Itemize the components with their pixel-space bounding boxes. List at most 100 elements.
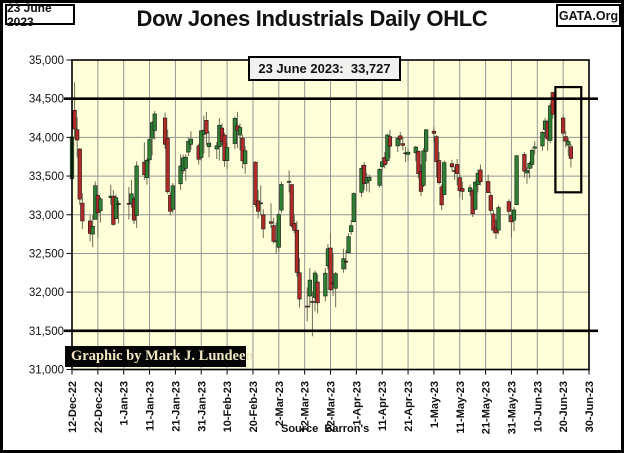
- x-axis-label: 1-Jan-23: [119, 381, 131, 426]
- candle-up: [98, 198, 103, 212]
- candle-down: [328, 247, 333, 291]
- candle-up: [333, 273, 338, 289]
- y-axis-label: 33,000: [29, 210, 64, 222]
- candle-up: [225, 147, 230, 161]
- candle-up: [116, 203, 121, 205]
- candle-down: [256, 200, 261, 212]
- y-axis-label: 31,000: [29, 365, 64, 377]
- candle-down: [400, 143, 405, 146]
- candle-down: [289, 184, 294, 227]
- candle-down: [77, 148, 82, 200]
- candle-up: [232, 118, 237, 144]
- candle-up: [511, 209, 517, 221]
- candle-up: [170, 185, 175, 210]
- candle-up: [395, 138, 400, 147]
- candle-down: [80, 202, 85, 222]
- candle-down: [219, 127, 225, 142]
- candle-down: [315, 281, 320, 304]
- candle-up: [524, 170, 530, 174]
- y-axis-label: 34,000: [29, 132, 64, 144]
- candle-up: [367, 176, 372, 182]
- candle-down: [488, 195, 493, 211]
- x-axis-label: 10-Jun-23: [532, 381, 544, 432]
- x-axis-label: 12-Dec-22: [67, 381, 79, 433]
- candle-up: [287, 181, 292, 183]
- candle-up: [178, 165, 183, 185]
- candle-down: [478, 169, 483, 183]
- candle-down: [449, 163, 455, 168]
- gata-org-box: GATA.Org: [556, 4, 621, 27]
- date-label: 23 June 2023: [7, 0, 52, 29]
- date-box: 23 June 2023: [5, 1, 75, 29]
- candle-down: [72, 109, 77, 130]
- candle-up: [237, 127, 243, 136]
- candle-down: [434, 136, 439, 163]
- candle-up: [385, 134, 390, 161]
- candle-down: [486, 181, 491, 193]
- callout-box: 23 June 2023: 33,727: [248, 56, 401, 81]
- candle-up: [442, 162, 447, 195]
- candle-down: [261, 214, 266, 230]
- candle-up: [279, 184, 284, 211]
- candle-down: [431, 130, 437, 134]
- candle-up: [346, 236, 351, 253]
- candle-down: [416, 151, 421, 174]
- candle-down: [439, 186, 444, 206]
- x-axis-label: 21-Jan-23: [170, 381, 182, 432]
- credit-label: Graphic by Mark J. Lundeen: [71, 348, 254, 364]
- candle-down: [294, 229, 299, 273]
- candle-up: [188, 138, 194, 145]
- candle-up: [527, 162, 532, 169]
- candle-up: [276, 214, 281, 248]
- candle-up: [113, 197, 119, 219]
- source-label: Source Barron's: [281, 423, 370, 435]
- candle-up: [473, 181, 478, 210]
- candle-up: [467, 187, 473, 192]
- y-axis-label: 34,500: [29, 94, 64, 106]
- candle-down: [387, 136, 393, 147]
- gata-org-label: GATA.Org: [558, 8, 619, 23]
- candle-down: [271, 225, 276, 242]
- x-axis-label: 11-May-23: [455, 381, 467, 434]
- candle-down: [310, 301, 315, 303]
- candle-up: [307, 279, 312, 297]
- candle-down: [491, 213, 496, 231]
- candle-down: [436, 160, 442, 184]
- y-axis-label: 32,000: [29, 287, 64, 299]
- candle-up: [349, 225, 354, 233]
- candle-down: [292, 222, 297, 231]
- candle-down: [75, 129, 80, 141]
- callout-label: 23 June 2023: 33,727: [258, 61, 391, 76]
- candle-up: [186, 141, 191, 153]
- candle-down: [126, 202, 131, 205]
- candle-down: [297, 272, 302, 300]
- candle-down: [506, 201, 511, 212]
- candle-down: [305, 305, 310, 308]
- credit-box: Graphic by Mark J. Lundeen: [65, 346, 253, 367]
- candle-up: [424, 129, 429, 152]
- candle-down: [362, 164, 367, 184]
- x-axis-label: 1-May-23: [429, 381, 441, 428]
- candle-up: [258, 202, 263, 205]
- y-axis-label: 31,500: [29, 326, 64, 338]
- candle-down: [455, 164, 460, 174]
- candle-up: [147, 139, 152, 161]
- candle-up: [90, 226, 95, 235]
- x-axis-label: 10-Feb-23: [222, 381, 234, 432]
- x-axis-label: 2-Mar-23: [274, 381, 286, 426]
- x-axis-label: 12-Mar-23: [300, 381, 312, 432]
- x-axis-label: 22-Mar-23: [326, 381, 338, 432]
- candle-up: [540, 131, 545, 147]
- y-axis-label: 32,500: [29, 248, 64, 260]
- candle-down: [343, 260, 349, 263]
- y-axis-label: 35,000: [29, 55, 64, 67]
- x-axis-label: 31-May-23: [506, 381, 518, 434]
- candle-down: [563, 136, 568, 142]
- candle-down: [162, 117, 168, 145]
- x-axis-label: 11-Jan-23: [145, 381, 157, 431]
- candle-up: [532, 146, 537, 149]
- candle-down: [253, 161, 258, 205]
- candle-up: [405, 151, 411, 155]
- x-axis-label: 21-May-23: [481, 381, 493, 434]
- candle-down: [460, 188, 465, 192]
